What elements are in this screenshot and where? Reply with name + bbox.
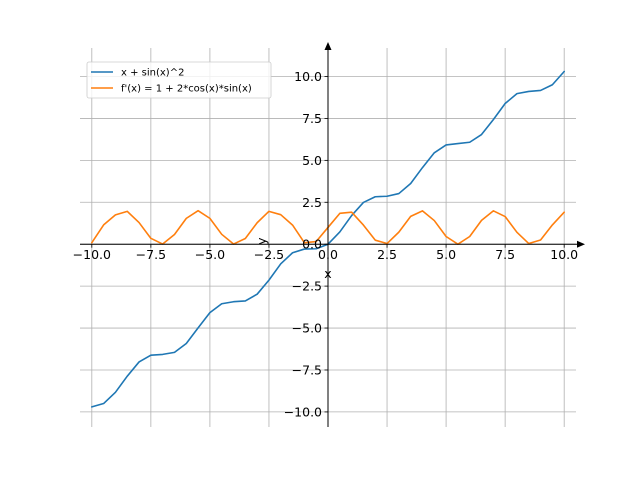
axes-layer bbox=[80, 42, 585, 427]
y-tick-label-5: 0.0 bbox=[302, 237, 322, 252]
x-tick-label-1: −10.0 bbox=[73, 247, 111, 262]
x-axis-label: x bbox=[324, 266, 331, 281]
x-tick-label-3: −5.0 bbox=[195, 247, 225, 262]
y-tick-label-2: −7.5 bbox=[292, 362, 322, 377]
ticks-layer: −10.0 −7.5 −5.0 −2.5 0.0 2.5 5.0 7.5 10.0 −10.0 −7… bbox=[73, 69, 578, 419]
y-tick-label-7: 5.0 bbox=[302, 153, 322, 168]
x-tick-label-8: 7.5 bbox=[495, 247, 515, 262]
x-axis-arrow bbox=[577, 240, 585, 248]
y-tick-label-6: 2.5 bbox=[302, 195, 322, 210]
y-axis-label: y bbox=[254, 237, 269, 245]
x-tick-label-9: 10.0 bbox=[550, 247, 578, 262]
x-tick-label-4: −2.5 bbox=[254, 247, 284, 262]
legend: x + sin(x)^2 f'(x) = 1 + 2*cos(x)*sin(x) bbox=[86, 61, 272, 99]
y-tick-label-1: −10.0 bbox=[284, 404, 322, 419]
legend-label-1: x + sin(x)^2 bbox=[121, 68, 184, 79]
x-tick-label-6: 2.5 bbox=[377, 247, 397, 262]
y-tick-label-3: −5.0 bbox=[292, 321, 322, 336]
x-tick-label-2: −7.5 bbox=[136, 247, 166, 262]
y-tick-label-8: 7.5 bbox=[302, 111, 322, 126]
y-tick-label-4: −2.5 bbox=[292, 279, 322, 294]
y-axis-arrow bbox=[324, 42, 332, 50]
x-tick-label-5: 0.0 bbox=[318, 247, 338, 262]
x-tick-label-7: 5.0 bbox=[436, 247, 456, 262]
y-tick-label-9: 10.0 bbox=[294, 69, 322, 84]
legend-label-2: f'(x) = 1 + 2*cos(x)*sin(x) bbox=[121, 84, 252, 95]
legend-box bbox=[86, 61, 272, 99]
